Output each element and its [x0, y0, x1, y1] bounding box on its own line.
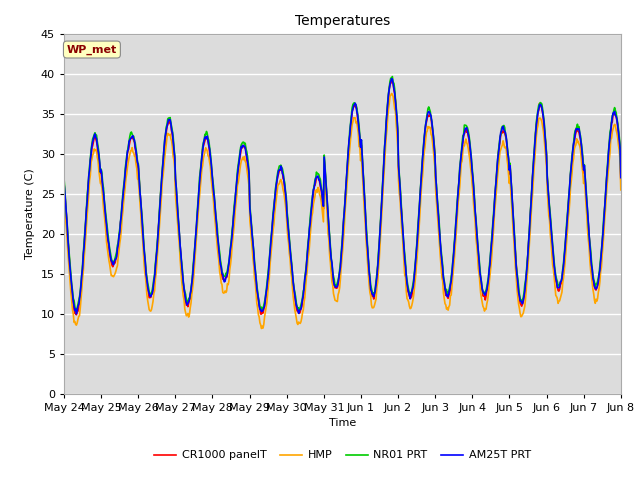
CR1000 panelT [388, 78, 396, 84]
HMP [214, 245, 221, 251]
Y-axis label: Temperature (C): Temperature (C) [26, 168, 35, 259]
AM25T PRT [214, 238, 222, 244]
HMP [412, 274, 419, 280]
Line: NR01 PRT: NR01 PRT [64, 76, 621, 311]
CR1000 panelT [617, 176, 625, 182]
X-axis label: Time: Time [329, 418, 356, 428]
NR01 PRT [428, 119, 436, 124]
HMP [60, 192, 68, 198]
Line: HMP: HMP [64, 94, 621, 328]
CR1000 panelT [428, 122, 436, 128]
Line: AM25T PRT: AM25T PRT [64, 79, 621, 314]
HMP [127, 148, 135, 154]
NR01 PRT [185, 296, 193, 301]
Legend: CR1000 panelT, HMP, NR01 PRT, AM25T PRT: CR1000 panelT, HMP, NR01 PRT, AM25T PRT [150, 446, 535, 465]
Title: Temperatures: Temperatures [295, 14, 390, 28]
HMP [388, 91, 396, 96]
CR1000 panelT [70, 307, 78, 313]
CR1000 panelT [128, 135, 136, 141]
AM25T PRT [70, 303, 78, 309]
AM25T PRT [412, 258, 419, 264]
AM25T PRT [428, 119, 436, 125]
AM25T PRT [185, 299, 193, 305]
NR01 PRT [72, 308, 79, 314]
NR01 PRT [214, 238, 222, 243]
CR1000 panelT [60, 180, 68, 185]
NR01 PRT [388, 73, 396, 79]
NR01 PRT [412, 257, 419, 263]
AM25T PRT [128, 133, 136, 139]
NR01 PRT [60, 176, 68, 181]
AM25T PRT [72, 311, 80, 317]
Text: WP_met: WP_met [67, 44, 117, 55]
AM25T PRT [388, 76, 396, 82]
HMP [428, 133, 436, 139]
AM25T PRT [617, 175, 625, 180]
HMP [617, 187, 625, 193]
NR01 PRT [70, 298, 78, 303]
NR01 PRT [128, 132, 136, 137]
CR1000 panelT [214, 241, 222, 247]
CR1000 panelT [185, 300, 193, 306]
AM25T PRT [60, 180, 68, 186]
HMP [184, 311, 192, 316]
Line: CR1000 panelT: CR1000 panelT [64, 81, 621, 315]
HMP [258, 325, 266, 331]
NR01 PRT [617, 171, 625, 177]
HMP [70, 320, 78, 325]
CR1000 panelT [72, 312, 80, 318]
CR1000 panelT [412, 261, 419, 267]
